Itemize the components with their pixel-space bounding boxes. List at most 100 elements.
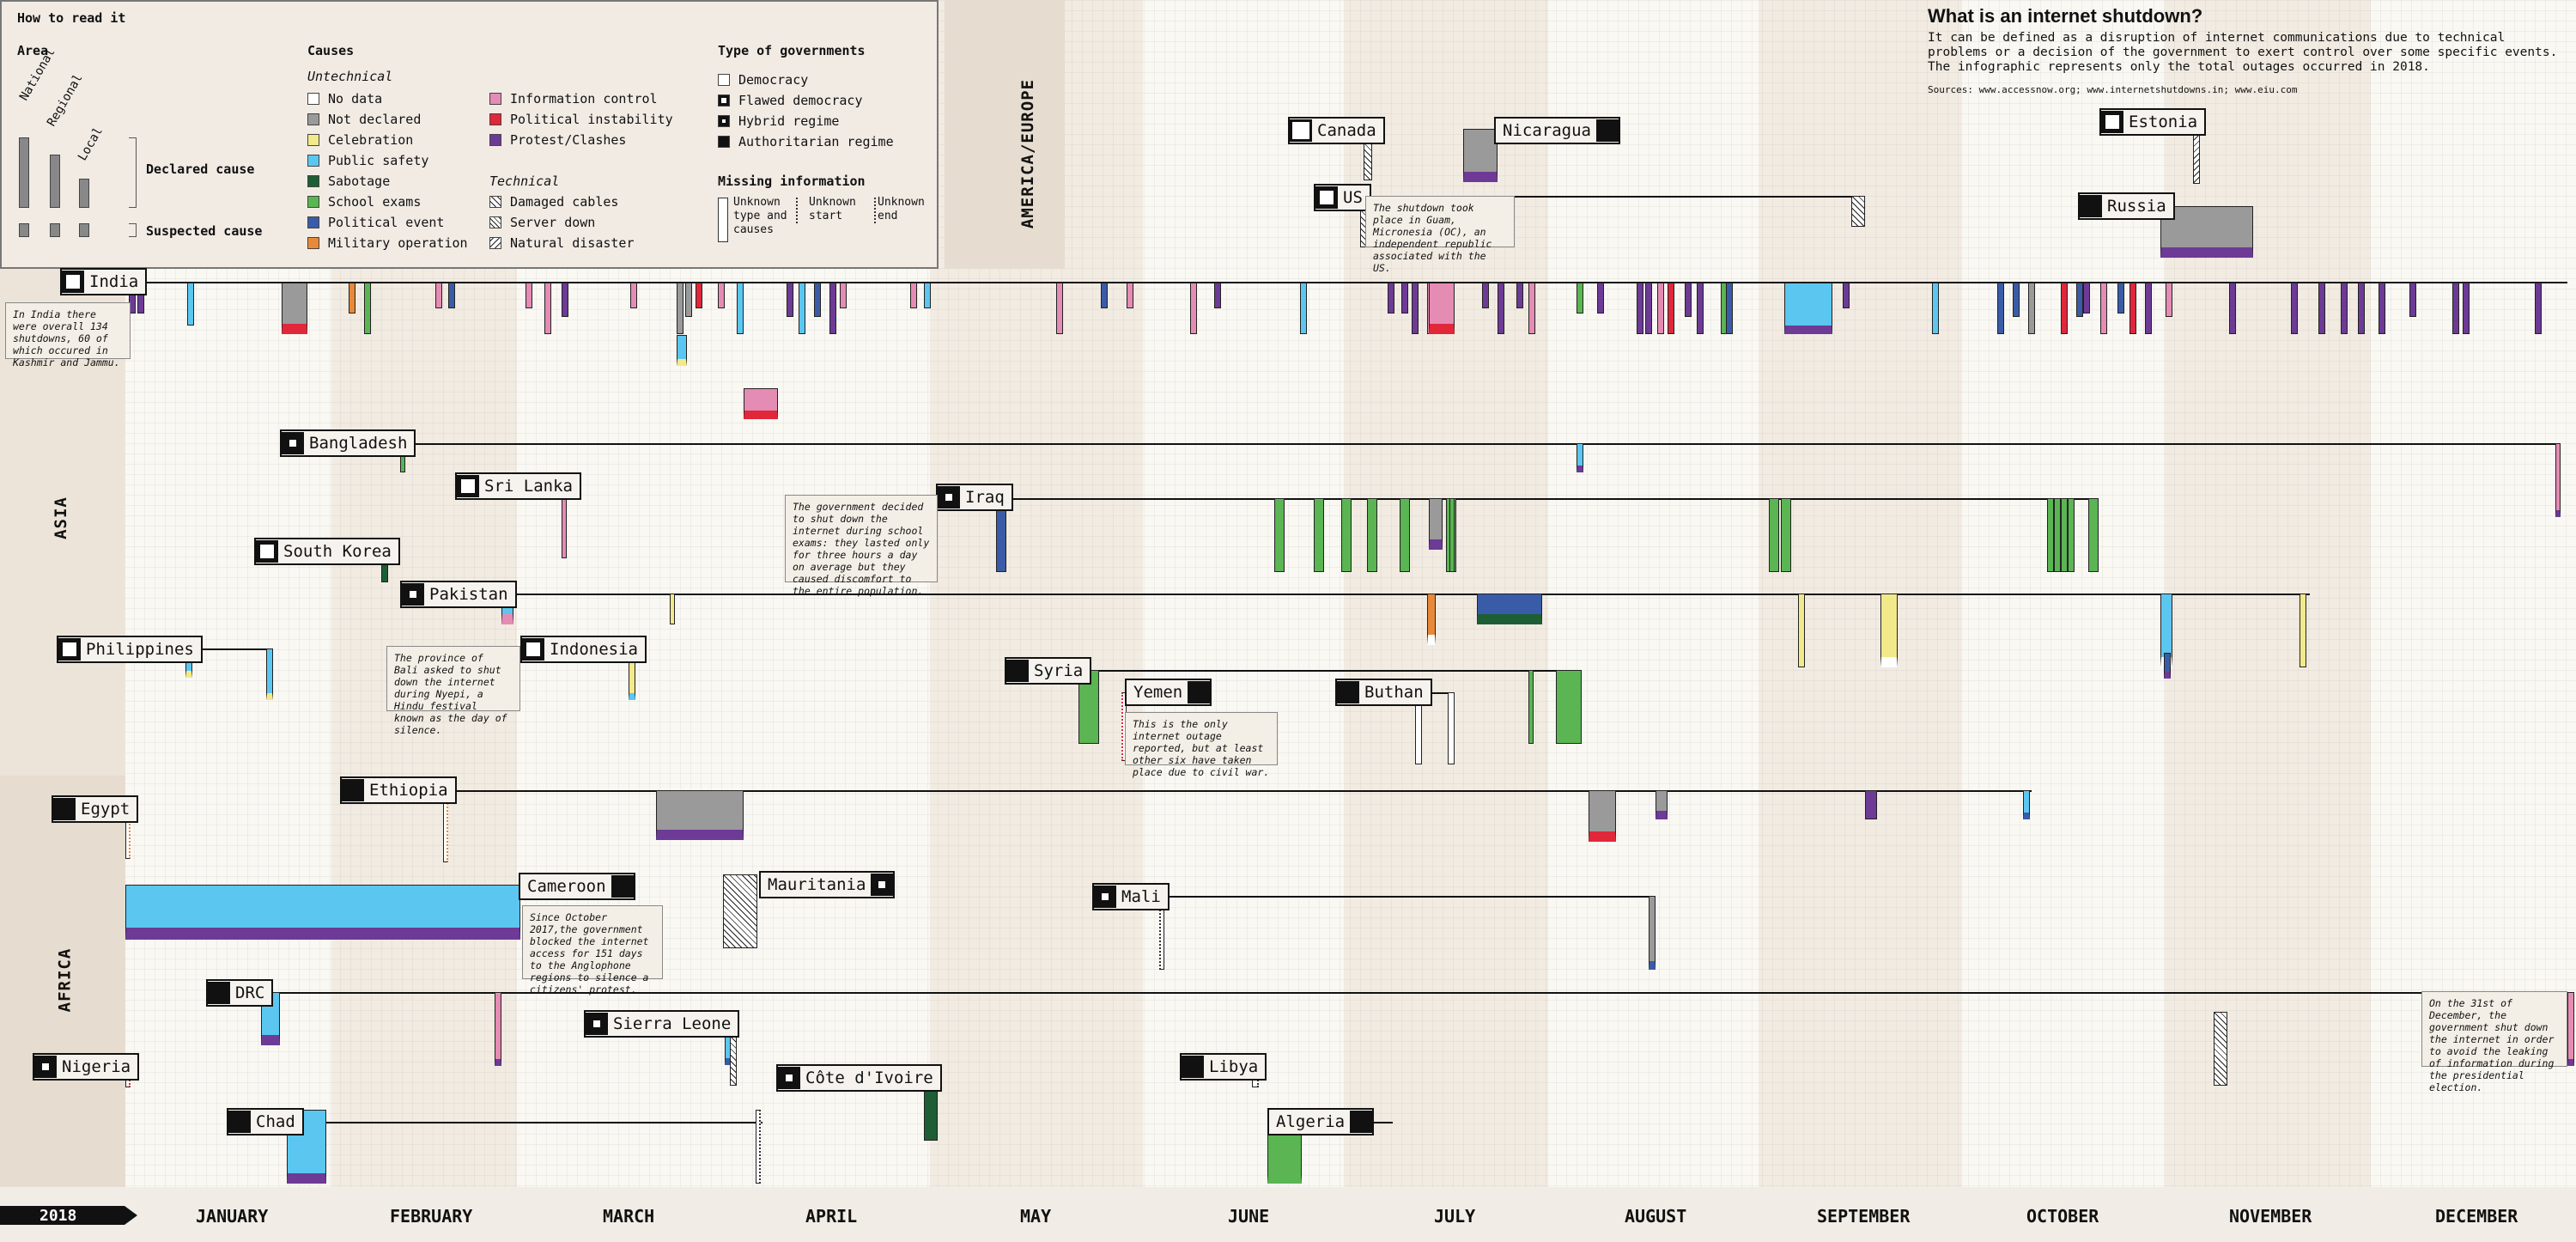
country-label-chad: Chad xyxy=(227,1108,304,1135)
legend-gov-label: Hybrid regime xyxy=(738,113,840,129)
india-shutdown-bar xyxy=(787,283,793,317)
legend-cause-label: School exams xyxy=(328,194,422,210)
legend-cause-label: Information control xyxy=(510,91,658,107)
gov-type-icon xyxy=(1350,1111,1373,1133)
legend-swatch xyxy=(489,93,501,105)
india-shutdown-bar xyxy=(924,283,931,308)
iraq-shutdown-bar xyxy=(1274,498,1285,572)
row-line-syria xyxy=(1005,670,1580,672)
india-shutdown-bar xyxy=(1429,283,1455,334)
pakistan-shutdown-bar xyxy=(2164,653,2171,679)
legend-untechnical-title: Untechnical xyxy=(307,69,393,84)
india-shutdown-bar xyxy=(282,283,307,334)
legend-swatch xyxy=(307,93,319,105)
india-shutdown-bar xyxy=(799,283,805,334)
legend-gov-title: Type of governments xyxy=(718,43,866,58)
region-label-africa: AFRICA xyxy=(55,947,75,1013)
cameroon-shutdown-bar xyxy=(125,885,520,940)
india-shutdown-bar xyxy=(1784,283,1832,334)
iraq-shutdown-bar xyxy=(1314,498,1324,572)
region-column-america-europe-right xyxy=(945,0,1065,269)
row-line-drc xyxy=(206,992,2567,994)
legend-area-bar xyxy=(19,137,29,208)
iraq-shutdown-bar xyxy=(2054,498,2061,572)
country-label-syria: Syria xyxy=(1005,657,1092,685)
india-shutdown-bar xyxy=(2379,283,2385,334)
country-name: Mali xyxy=(1121,887,1161,906)
country-name: Sierra Leone xyxy=(613,1014,732,1033)
legend-cause-item: Protest/Clashes xyxy=(489,132,626,148)
russia-shutdown-bar xyxy=(2160,206,2253,258)
legend-cause-label: Political instability xyxy=(510,112,673,127)
country-name: Ethiopia xyxy=(369,781,448,800)
legend-pattern-swatch xyxy=(489,196,501,208)
ethiopia-shutdown-bar xyxy=(656,790,744,840)
note-nigeria-december: On the 31st of December, the government … xyxy=(2421,991,2567,1093)
ethiopia-shutdown-bar xyxy=(2023,790,2030,819)
month-label-november: NOVEMBER xyxy=(2229,1206,2312,1227)
india-shutdown-bar xyxy=(1668,283,1674,334)
legend-swatch xyxy=(307,134,319,146)
gov-type-icon xyxy=(208,982,230,1004)
legend-gov-item: Flawed democracy xyxy=(718,93,863,108)
legend-swatch xyxy=(307,155,319,167)
india-shutdown-bar xyxy=(1657,283,1664,334)
gov-type-icon xyxy=(1290,119,1312,142)
legend-cause-item: Political event xyxy=(307,215,444,230)
legend-swatch xyxy=(489,113,501,125)
country-name: Chad xyxy=(256,1112,295,1131)
legend-area-local: Local xyxy=(76,125,106,163)
gov-type-icon xyxy=(34,1056,57,1078)
india-shutdown-bar xyxy=(349,283,355,314)
india-shutdown-bar xyxy=(1101,283,1108,308)
region-label-asia: ASIA xyxy=(51,496,70,539)
legend-technical-item: Damaged cables xyxy=(489,194,618,210)
row-line-chad xyxy=(227,1122,762,1123)
country-label-canada: Canada xyxy=(1288,117,1385,144)
legend-declared-cause: Declared cause xyxy=(146,161,255,177)
gov-type-icon xyxy=(1315,186,1338,209)
legend-panel: How to read it Area National Regional Lo… xyxy=(0,0,939,269)
india-shutdown-bar xyxy=(840,283,847,308)
country-label-pakistan: Pakistan xyxy=(400,581,517,608)
header-description: It can be defined as a disruption of int… xyxy=(1928,31,2558,74)
india-shutdown-bar xyxy=(2129,283,2136,334)
row-line-us xyxy=(1314,196,1863,198)
legend-pattern-swatch xyxy=(489,216,501,228)
legend-gov-item: Democracy xyxy=(718,72,808,88)
legend-gov-swatch xyxy=(718,94,730,107)
country-label-mauritania: Mauritania xyxy=(759,871,896,898)
mali-shutdown-bar xyxy=(1649,896,1656,970)
month-label-may: MAY xyxy=(1020,1206,1052,1227)
india-shutdown-bar xyxy=(677,335,687,366)
legend-cause-item: Public safety xyxy=(307,153,428,168)
month-label-april: APRIL xyxy=(805,1206,858,1227)
row-line-india xyxy=(60,282,2567,283)
country-label-mali: Mali xyxy=(1092,883,1170,910)
india-shutdown-bar xyxy=(2452,283,2459,334)
syria-shutdown-bar xyxy=(1528,670,1534,744)
india-shutdown-bar xyxy=(1726,283,1733,334)
india-shutdown-bar xyxy=(737,283,744,334)
gov-type-icon xyxy=(871,874,894,896)
country-label-libya: Libya xyxy=(1180,1053,1267,1081)
legend-cause-label: Celebration xyxy=(328,132,414,148)
nicaragua-shutdown-bar xyxy=(1463,129,1498,182)
india-shutdown-bar xyxy=(1214,283,1221,308)
legend-area-bar xyxy=(50,223,60,237)
legend-swatch xyxy=(307,175,319,187)
india-shutdown-bar xyxy=(910,283,917,308)
iraq-shutdown-bar xyxy=(1449,498,1455,572)
legend-cause-item: Military operation xyxy=(307,235,468,251)
country-name: Pakistan xyxy=(429,585,508,604)
india-shutdown-bar xyxy=(685,283,692,317)
iraq-shutdown-bar xyxy=(2061,498,2068,572)
india-shutdown-bar xyxy=(2061,283,2068,334)
country-name: Iraq xyxy=(965,488,1005,507)
india-shutdown-bar xyxy=(2463,283,2470,334)
legend-area-bar xyxy=(19,223,29,237)
legend-swatch xyxy=(307,113,319,125)
legend-cause-item: Not declared xyxy=(307,112,421,127)
india-shutdown-bar xyxy=(526,283,532,308)
legend-cause-item: Sabotage xyxy=(307,174,390,189)
